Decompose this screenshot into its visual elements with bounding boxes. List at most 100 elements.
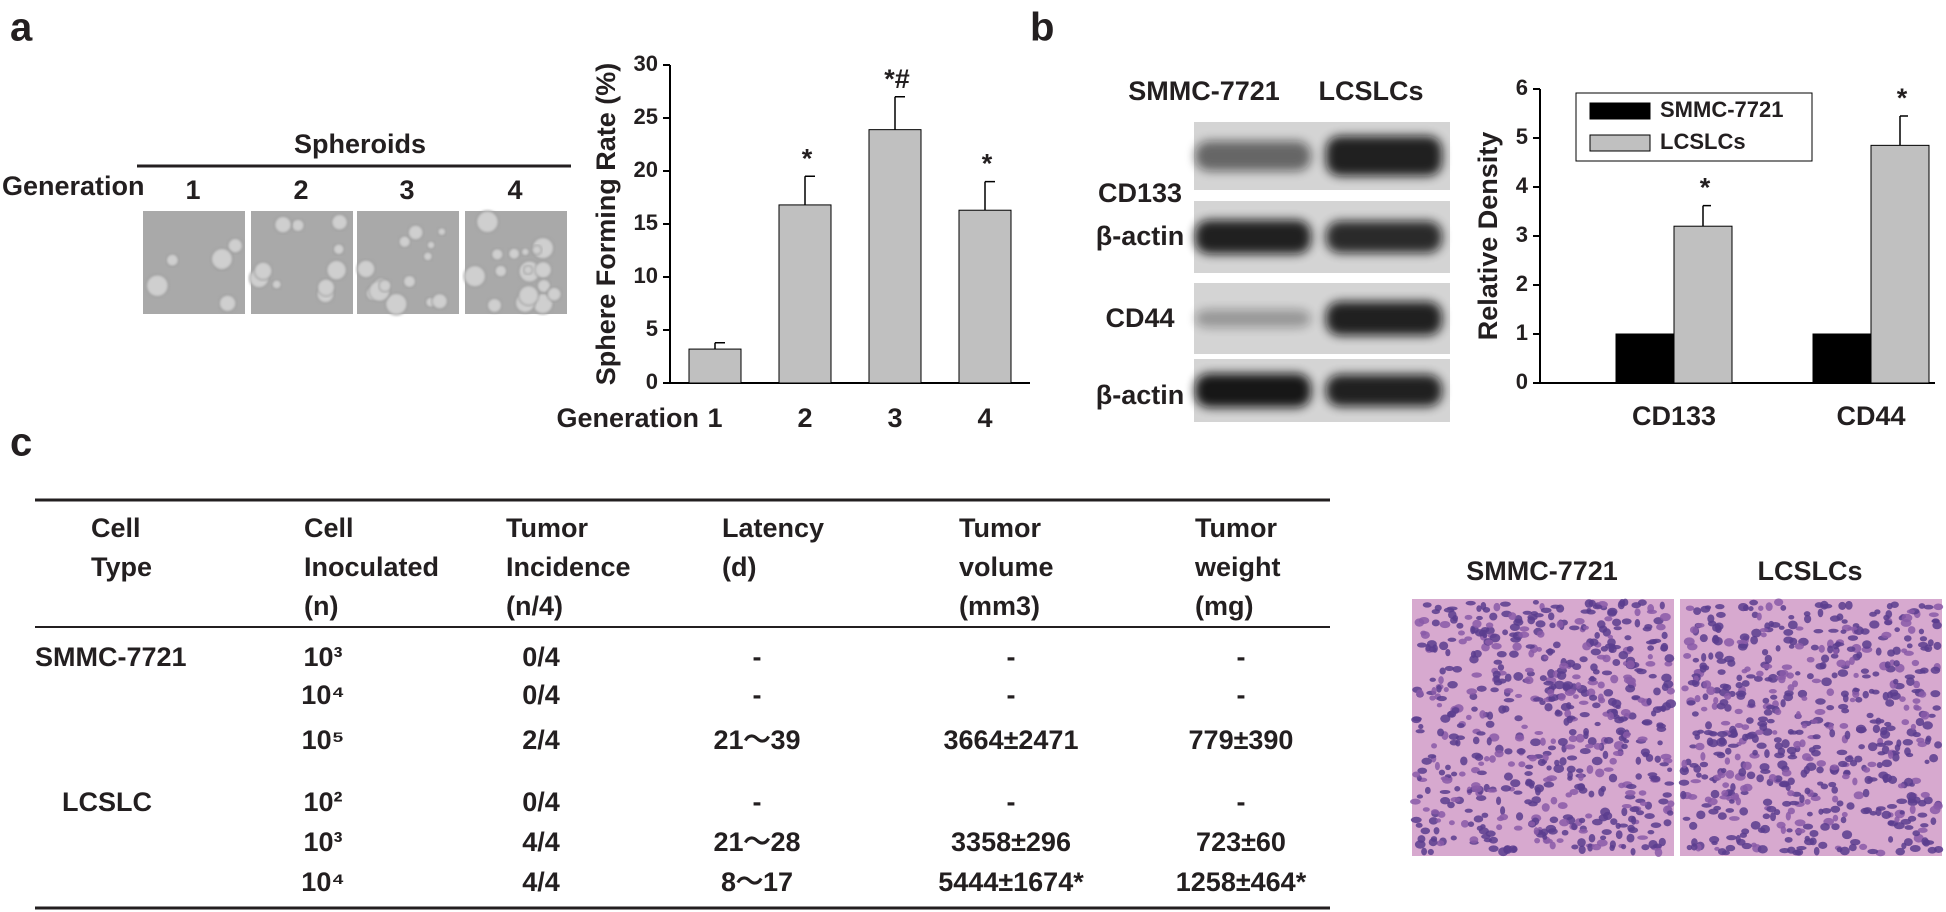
nucleus xyxy=(1689,821,1698,830)
nucleus xyxy=(1621,804,1632,809)
nucleus xyxy=(1889,689,1899,697)
nucleus xyxy=(1707,614,1715,624)
nucleus xyxy=(1626,833,1635,843)
nucleus xyxy=(1881,759,1893,768)
nucleus xyxy=(1445,764,1451,771)
nucleus xyxy=(1716,702,1726,710)
nucleus xyxy=(1618,823,1629,828)
table-header: volume xyxy=(959,552,1054,582)
nucleus xyxy=(1428,646,1437,653)
nucleus xyxy=(1476,615,1483,621)
nucleus xyxy=(1860,668,1870,674)
nucleus xyxy=(1579,747,1591,755)
nucleus xyxy=(1818,841,1828,849)
nucleus xyxy=(1569,788,1579,796)
nucleus xyxy=(1831,823,1840,831)
nucleus xyxy=(1590,648,1602,656)
spheroid-image xyxy=(248,211,353,314)
nucleus xyxy=(1882,773,1893,783)
nucleus xyxy=(1556,838,1564,843)
nucleus xyxy=(1590,663,1598,672)
nucleus xyxy=(1893,678,1899,685)
nucleus xyxy=(1880,730,1891,739)
nucleus xyxy=(1756,774,1764,783)
nucleus xyxy=(1427,754,1437,759)
nucleus xyxy=(1715,604,1725,610)
nucleus xyxy=(1844,730,1851,740)
nucleus xyxy=(1734,708,1743,715)
nucleus xyxy=(1449,739,1459,746)
nucleus xyxy=(1799,794,1805,803)
nucleus xyxy=(1457,630,1465,636)
spheroid xyxy=(332,243,345,256)
nucleus xyxy=(1894,627,1900,633)
nucleus xyxy=(1849,759,1858,767)
nucleus xyxy=(1559,662,1569,670)
nucleus xyxy=(1836,847,1843,853)
nucleus xyxy=(1875,717,1882,725)
nucleus xyxy=(1720,767,1727,774)
nucleus xyxy=(1664,661,1673,667)
nucleus xyxy=(1919,636,1928,642)
nucleus xyxy=(1569,625,1580,631)
nucleus xyxy=(1910,723,1917,731)
nucleus xyxy=(1417,835,1426,843)
nucleus xyxy=(1753,675,1763,682)
nucleus xyxy=(1527,616,1536,625)
nucleus xyxy=(1454,786,1461,792)
nucleus xyxy=(1705,721,1712,730)
nucleus xyxy=(1458,638,1467,645)
nucleus xyxy=(1858,744,1865,750)
nucleus xyxy=(1559,818,1570,827)
nucleus xyxy=(1621,844,1627,850)
nucleus xyxy=(1502,629,1509,636)
nucleus xyxy=(1679,766,1690,776)
nucleus xyxy=(1782,800,1792,807)
nucleus xyxy=(1784,836,1793,843)
nucleus xyxy=(1545,824,1557,833)
nucleus xyxy=(1836,659,1847,668)
nucleus xyxy=(1726,835,1737,841)
nucleus xyxy=(1556,620,1564,629)
nucleus xyxy=(1602,654,1611,663)
nucleus xyxy=(1689,744,1698,749)
nucleus xyxy=(1787,684,1795,692)
nucleus xyxy=(1695,742,1705,751)
nucleus xyxy=(1711,702,1718,710)
nucleus xyxy=(1433,827,1440,835)
table-cell: - xyxy=(1237,642,1246,672)
nucleus xyxy=(1909,845,1921,853)
nucleus xyxy=(1666,810,1674,816)
nucleus xyxy=(1637,697,1646,703)
nucleus xyxy=(1466,688,1477,695)
nucleus xyxy=(1755,729,1764,736)
nucleus xyxy=(1708,652,1714,660)
nucleus xyxy=(1422,602,1432,608)
nucleus xyxy=(1412,771,1421,778)
table-cell: - xyxy=(1237,680,1246,710)
nucleus xyxy=(1549,816,1559,824)
nucleus xyxy=(1710,789,1720,799)
nucleus xyxy=(1909,805,1916,815)
nucleus xyxy=(1575,733,1585,743)
nucleus xyxy=(1444,665,1454,672)
nucleus xyxy=(1766,805,1777,813)
panel-label: c xyxy=(10,421,32,465)
blot-row-label: CD133 xyxy=(1098,178,1182,208)
nucleus xyxy=(1717,669,1726,675)
nucleus xyxy=(1534,837,1541,844)
y-tick-label: 15 xyxy=(634,210,658,235)
spheroid xyxy=(210,247,234,271)
nucleus xyxy=(1447,637,1457,642)
nucleus xyxy=(1435,818,1442,823)
nucleus xyxy=(1924,759,1930,765)
table-header: Inoculated xyxy=(304,552,439,582)
nucleus xyxy=(1805,762,1817,772)
nucleus xyxy=(1539,675,1547,682)
nucleus xyxy=(1864,775,1873,785)
nucleus xyxy=(1476,605,1482,612)
nucleus xyxy=(1930,817,1937,825)
nucleus xyxy=(1634,619,1641,628)
nucleus xyxy=(1899,810,1905,815)
nucleus xyxy=(1770,694,1778,700)
